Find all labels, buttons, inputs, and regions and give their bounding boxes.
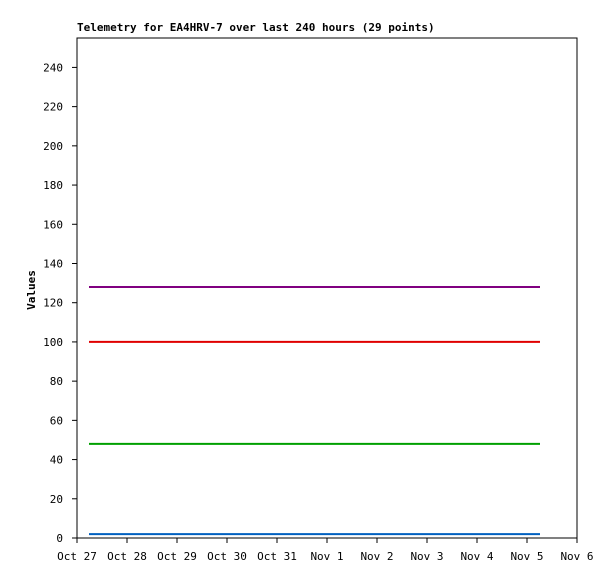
y-tick-label: 200 xyxy=(43,140,63,153)
x-tick-label: Oct 27 xyxy=(57,550,97,563)
x-tick-label: Nov 6 xyxy=(560,550,593,563)
y-tick-label: 220 xyxy=(43,101,63,114)
y-tick-label: 100 xyxy=(43,336,63,349)
y-tick-label: 60 xyxy=(50,414,63,427)
x-tick-label: Nov 4 xyxy=(460,550,493,563)
x-tick-label: Nov 5 xyxy=(510,550,543,563)
y-tick-label: 80 xyxy=(50,375,63,388)
x-tick-label: Oct 29 xyxy=(157,550,197,563)
x-tick-label: Nov 1 xyxy=(310,550,343,563)
x-tick-label: Nov 3 xyxy=(410,550,443,563)
x-tick-label: Oct 31 xyxy=(257,550,297,563)
y-tick-label: 160 xyxy=(43,218,63,231)
y-tick-label: 120 xyxy=(43,297,63,310)
y-tick-label: 180 xyxy=(43,179,63,192)
chart-title: Telemetry for EA4HRV-7 over last 240 hou… xyxy=(77,21,435,34)
y-tick-label: 0 xyxy=(56,532,63,545)
x-tick-label: Nov 2 xyxy=(360,550,393,563)
y-axis-label: Values xyxy=(25,270,38,310)
x-tick-label: Oct 28 xyxy=(107,550,147,563)
y-tick-label: 40 xyxy=(50,454,63,467)
y-tick-label: 140 xyxy=(43,257,63,270)
y-tick-label: 20 xyxy=(50,493,63,506)
x-tick-label: Oct 30 xyxy=(207,550,247,563)
y-tick-label: 240 xyxy=(43,61,63,74)
